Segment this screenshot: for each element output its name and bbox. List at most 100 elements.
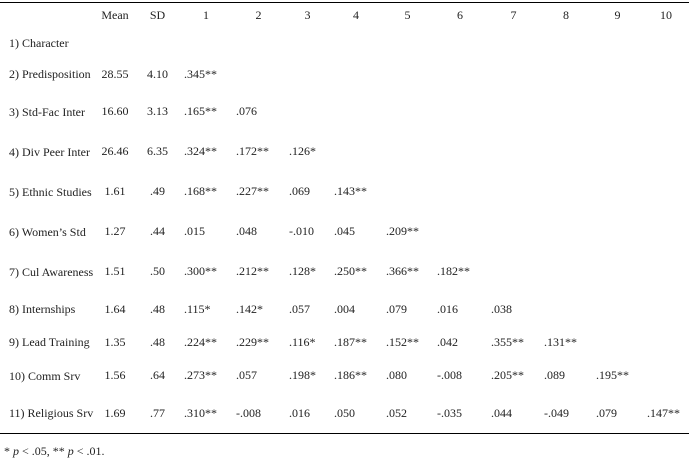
correlation-cell: .324** [184,144,217,158]
column-header: 10 [660,8,672,23]
correlation-cell: .310** [184,405,217,420]
column-header: 8 [563,8,569,23]
correlation-cell [540,212,592,252]
correlation-cell [285,92,330,132]
row-label: 3) Std-Fac Inter [9,104,85,119]
correlation-cell [433,212,487,252]
correlation-cell [540,92,592,132]
mean-cell: 16.60 [101,104,129,118]
correlation-cell [643,172,689,212]
correlation-cell [540,172,592,212]
mean-cell: 1.64 [104,301,126,316]
correlation-cell: .205** [491,368,524,382]
mean-cell: 1.56 [104,368,126,382]
mean-cell: 28.55 [101,66,129,81]
correlation-cell: .057 [289,301,310,316]
correlation-cell: -.035 [437,405,462,420]
table-row: 2) Predisposition 28.55 4.10 .345** [0,57,689,92]
correlation-cell: .069 [289,184,310,198]
column-header: 9 [614,8,621,23]
correlation-cell: .147** [647,405,680,420]
table-row: 7) Cul Awareness 1.51 .50 .300** .212** .128*… [0,252,689,292]
correlation-cell: .168** [184,184,217,198]
correlation-cell: .195** [596,368,629,382]
footnote: * p < .05, ** p < .01. [4,444,105,459]
correlation-cell: .143** [334,184,367,198]
row-label: 5) Ethnic Studies [9,184,92,199]
correlation-cell [433,92,487,132]
correlation-cell [382,132,433,172]
correlation-cell [330,57,382,92]
correlation-cell [643,252,689,292]
correlation-cell: .250** [334,264,367,278]
correlation-cell: .089 [544,368,565,382]
correlation-cell [433,172,487,212]
correlation-cell: .016 [289,405,310,420]
column-header: 5 [404,8,411,23]
correlation-cell: .182** [437,264,470,278]
sd-cell: 4.10 [147,66,168,81]
table-row: 11) Religious Srv 1.69 .77 .310** -.008 .016.… [0,394,689,434]
correlation-table: Mean SD 1 2 3 4 5 6 7 8 9 10 1) Character 2) Predisp… [0,2,689,434]
correlation-cell: -.010 [289,224,314,238]
correlation-cell [592,57,643,92]
correlation-cell [433,57,487,92]
correlation-cell: .345** [184,66,217,81]
correlation-cell: -.008 [236,405,261,420]
correlation-cell: -.008 [437,368,462,382]
sd-cell: .48 [150,334,165,349]
sd-cell: 6.35 [147,144,168,158]
correlation-cell: .227** [236,184,269,198]
mean-cell: 1.61 [104,184,126,198]
correlation-cell [382,57,433,92]
correlation-cell: .165** [184,104,217,118]
correlation-cell [643,92,689,132]
correlation-cell [592,327,643,358]
correlation-cell: .355** [491,334,524,349]
sd-cell: .50 [150,264,165,278]
correlation-cell [180,29,232,57]
correlation-cell [540,132,592,172]
column-header: 2 [255,8,262,23]
correlation-cell [643,29,689,57]
table-row: 1) Character [0,29,689,57]
mean-cell: 1.27 [104,224,126,238]
correlation-cell [643,212,689,252]
column-header: 6 [457,8,463,23]
row-label: 2) Predisposition [9,67,91,81]
correlation-cell: .209** [386,224,419,238]
correlation-cell: .042 [437,334,458,349]
correlation-cell: .076 [236,104,257,118]
correlation-cell [592,252,643,292]
correlation-cell: .128* [289,264,316,278]
table-row: 4) Div Peer Inter 26.46 6.35 .324** .172** .1… [0,132,689,172]
correlation-cell [592,92,643,132]
mean-cell [95,29,135,57]
row-label: 9) Lead Training [9,335,90,349]
correlation-cell [232,57,285,92]
correlation-cell: .212** [236,264,269,278]
row-label: 1) Character [9,35,69,50]
correlation-cell [433,29,487,57]
column-header: 1 [203,8,209,23]
correlation-cell: .044 [491,405,512,420]
footnote-var: p [67,444,74,458]
correlation-cell: .187** [334,334,367,349]
correlation-cell: .142* [236,301,263,316]
table-row: 5) Ethnic Studies 1.61 .49 .168** .227** .069… [0,172,689,212]
column-header: Mean [101,8,129,23]
table-row: 9) Lead Training 1.35 .48 .224** .229** .116*… [0,327,689,358]
correlation-cell: .079 [596,405,617,420]
sd-cell: 3.13 [147,104,168,118]
correlation-cell: .050 [334,405,355,420]
correlation-cell: .229** [236,334,269,349]
mean-cell: 1.69 [104,405,126,420]
table-row: 6) Women’s Std 1.27 .44 .015 .048 -.010 .045 .2… [0,212,689,252]
correlation-cell: .048 [236,224,257,238]
correlation-cell [487,172,540,212]
correlation-cell: .152** [386,334,419,349]
column-header: 7 [510,8,517,23]
header-row: Mean SD 1 2 3 4 5 6 7 8 9 10 [0,3,689,29]
correlation-cell [643,132,689,172]
footnote-var: p [13,444,19,458]
